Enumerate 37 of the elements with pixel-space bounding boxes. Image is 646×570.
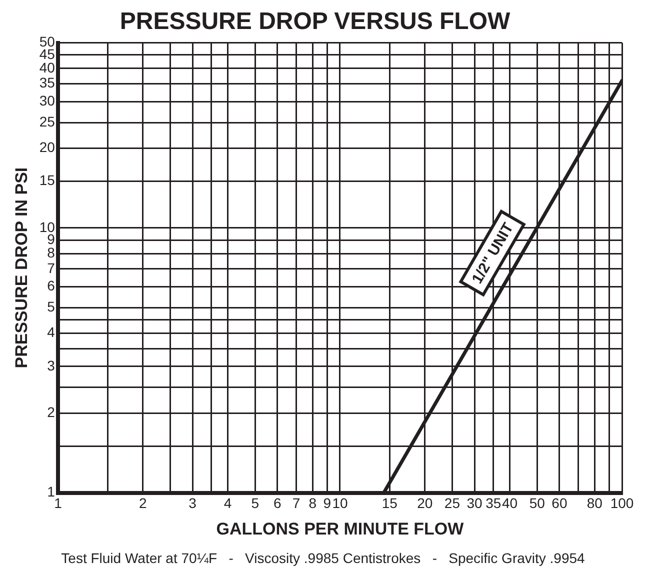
chart-title: PRESSURE DROP VERSUS FLOW <box>120 8 510 36</box>
x-tick-label: 30 <box>466 495 483 512</box>
x-tick-label: 15 <box>382 495 398 512</box>
x-tick-label: 5 <box>251 495 260 512</box>
x-tick-label: 8 <box>308 495 317 512</box>
x-tick-label: 10 <box>332 495 348 512</box>
x-tick-label: 6 <box>274 495 282 512</box>
y-tick-label: 40 <box>39 59 56 76</box>
y-tick-label: 20 <box>39 139 56 156</box>
x-tick-label: 100 <box>610 495 634 512</box>
x-tick-label: 9 <box>323 495 332 512</box>
x-tick-label: 80 <box>586 495 603 512</box>
x-tick-label: 3 <box>188 495 197 512</box>
y-tick-label: 25 <box>39 113 56 130</box>
y-tick-label: 7 <box>47 260 56 276</box>
y-tick-label: 2 <box>47 404 56 420</box>
y-tick-label: 3 <box>47 357 56 374</box>
x-tick-label: 2 <box>138 495 147 512</box>
y-tick-label: 5 <box>47 298 56 315</box>
x-tick-label: 40 <box>502 495 518 512</box>
x-tick-label: 60 <box>552 495 568 512</box>
y-tick-label: 6 <box>47 278 56 294</box>
x-tick-label: 25 <box>444 495 460 512</box>
x-tick-label: 7 <box>292 495 300 512</box>
y-tick-label: 8 <box>47 244 56 260</box>
y-tick-label: 35 <box>39 74 56 91</box>
y-axis-title: PRESSURE DROP IN PSI <box>12 167 31 368</box>
x-tick-label: 35 <box>486 495 502 512</box>
y-tick-label: 15 <box>39 172 56 188</box>
x-axis-title: GALLONS PER MINUTE FLOW <box>216 519 465 538</box>
y-tick-label: 4 <box>47 324 56 340</box>
x-tick-label: 50 <box>529 495 546 512</box>
y-tick-label: 30 <box>39 92 56 108</box>
x-tick-label: 20 <box>417 495 433 512</box>
text: Test Fluid Water at 70¼F - Viscosity .9985 Centistrokes - Specific Gravity .9954 <box>61 550 586 566</box>
y-tick-label: 1 <box>47 484 56 500</box>
x-tick-label: 4 <box>224 495 232 512</box>
